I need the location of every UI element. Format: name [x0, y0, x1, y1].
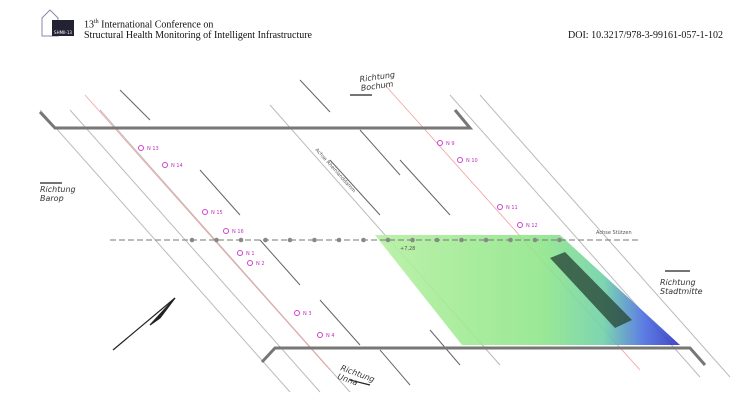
node-marker [162, 162, 168, 168]
conference-line1: 13th International Conference on [84, 17, 213, 30]
support-point [434, 237, 440, 243]
node-label: N 11 [506, 205, 518, 211]
node-marker [497, 204, 503, 210]
support-point [557, 237, 562, 243]
logo-text: SHMII-13 [54, 30, 72, 35]
node-marker [202, 209, 208, 215]
node-label: N 16 [232, 229, 244, 235]
bridge-edges [38, 109, 707, 366]
node-label: N 10 [466, 158, 478, 164]
node-label: N 1 [246, 251, 255, 257]
node-label: N 4 [326, 333, 335, 339]
node-marker [138, 145, 144, 151]
support-point [263, 237, 268, 243]
conference-line2: Structural Health Monitoring of Intellig… [84, 30, 312, 41]
support-points [189, 237, 562, 243]
dark-block [550, 252, 632, 328]
node-label: N 13 [147, 146, 159, 152]
node-marker [457, 157, 463, 163]
node-marker [223, 228, 229, 234]
arrows [40, 94, 690, 386]
node-marker [237, 250, 243, 256]
support-point [483, 237, 489, 243]
support-point [385, 237, 391, 243]
support-point [336, 237, 342, 243]
doi: DOI: 10.3217/978-3-99161-057-1-102 [568, 30, 723, 41]
node-label: N 3 [303, 311, 312, 317]
conference-text: International Conference on [98, 19, 214, 31]
heatmap [375, 235, 680, 345]
node-marker [294, 310, 300, 316]
node-marker [517, 222, 523, 228]
conference-suffix: th [94, 19, 99, 25]
direction-line: Richtung [40, 185, 76, 194]
node-marker [437, 140, 443, 146]
logo-block [52, 20, 74, 36]
support-point [459, 237, 464, 243]
node-label: N 12 [526, 223, 538, 229]
axis-label: +7,28 [400, 246, 415, 252]
node-marker [247, 260, 253, 266]
support-point [189, 237, 195, 243]
support-point [312, 237, 317, 243]
conference-number: 13 [84, 19, 94, 31]
support-point [214, 237, 219, 243]
direction-line: Stadtmitte [660, 287, 703, 296]
logo: SHMII-13 [41, 9, 74, 37]
support-point [532, 237, 538, 243]
node-label: N 14 [171, 163, 183, 169]
support-point [361, 237, 366, 243]
support-point [410, 237, 415, 243]
node-marker [317, 332, 323, 338]
direction-line: Richtung [660, 278, 696, 287]
support-point [508, 237, 513, 243]
node-label: N 15 [211, 210, 223, 216]
axis-label: Achse Rheinlanddamm [314, 147, 357, 194]
support-point [287, 237, 293, 243]
node-label: N 9 [446, 141, 455, 147]
axis-label: Achse Stützen [596, 230, 632, 236]
support-point [238, 237, 244, 243]
node-label: N 2 [256, 261, 265, 267]
direction-line: Barop [40, 194, 64, 203]
